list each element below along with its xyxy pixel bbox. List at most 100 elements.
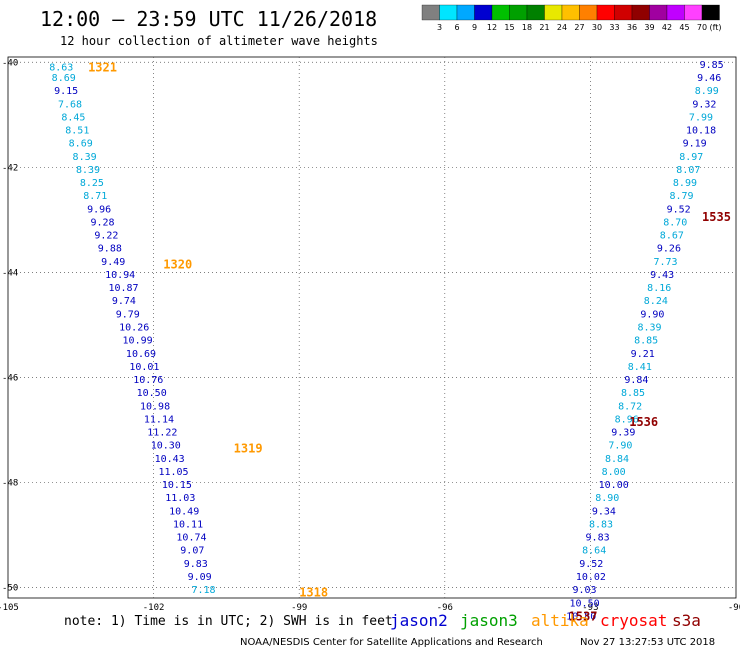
colorbar-label: 45 bbox=[679, 23, 689, 32]
wave-height-label: 8.70 bbox=[663, 217, 687, 228]
wave-height-label: 8.24 bbox=[644, 296, 668, 307]
colorbar-label: 9 bbox=[472, 23, 477, 32]
satellite-legend-cryosat: cryosat bbox=[600, 611, 667, 630]
satellite-legend-jason3: jason3 bbox=[460, 611, 518, 630]
wave-height-label: 8.00 bbox=[602, 467, 626, 478]
satellite-legend: jason2 jason3 altika cryosat s3a bbox=[390, 611, 701, 630]
wave-height-label: 10.18 bbox=[686, 126, 716, 137]
wave-height-label: 10.87 bbox=[108, 283, 138, 294]
wave-height-label: 9.83 bbox=[184, 559, 208, 570]
wave-height-label: 10.01 bbox=[129, 362, 159, 373]
wave-height-label: 11.22 bbox=[147, 428, 177, 439]
wave-height-label: 9.90 bbox=[640, 309, 664, 320]
wave-height-label: 8.85 bbox=[634, 336, 658, 347]
x-tick-label: -99 bbox=[291, 603, 307, 613]
wave-height-label: 8.83 bbox=[589, 519, 613, 530]
wave-height-label: 8.99 bbox=[695, 86, 719, 97]
pass-time-label: 1320 bbox=[163, 257, 192, 271]
wave-height-label: 11.03 bbox=[165, 493, 195, 504]
wave-height-label: 8.64 bbox=[582, 546, 606, 557]
wave-height-label: 8.69 bbox=[69, 139, 93, 150]
colorbar-label: 6 bbox=[454, 23, 459, 32]
wave-height-label: 11.14 bbox=[144, 414, 174, 425]
chart-subtitle: 12 hour collection of altimeter wave hei… bbox=[60, 34, 378, 48]
wave-height-label: 10.69 bbox=[126, 349, 156, 360]
x-tick-labels: -105 -102 -99 -96 -93 -90 bbox=[0, 603, 740, 613]
satellite-legend-altika: altika bbox=[531, 611, 589, 630]
pass-time-label: 1536 bbox=[629, 415, 658, 429]
wave-height-label: 9.83 bbox=[586, 533, 610, 544]
track-altika: 8.638.699.157.688.458.518.698.398.398.25… bbox=[49, 61, 328, 600]
colorbar-label: 21 bbox=[539, 23, 549, 32]
wave-height-label: 8.51 bbox=[65, 126, 89, 137]
wave-height-label: 9.43 bbox=[650, 270, 674, 281]
wave-height-label: 8.97 bbox=[679, 152, 703, 163]
wave-height-label: 9.26 bbox=[657, 244, 681, 255]
pass-time-label: 1535 bbox=[702, 210, 731, 224]
colorbar-swatch bbox=[491, 4, 510, 21]
pass-time-label: 1321 bbox=[88, 61, 117, 75]
wave-height-label: 10.80 bbox=[566, 611, 596, 622]
wave-height-label: 7.18 bbox=[191, 585, 215, 596]
wave-height-label: 10.74 bbox=[176, 533, 206, 544]
colorbar-swatch bbox=[614, 4, 633, 21]
wave-height-label: 8.39 bbox=[637, 323, 661, 334]
colorbar-swatch bbox=[596, 4, 615, 21]
wave-height-label: 8.84 bbox=[605, 454, 629, 465]
colorbar-label: 15 bbox=[504, 23, 514, 32]
colorbar-swatch bbox=[439, 4, 458, 21]
colorbar-swatch bbox=[509, 4, 528, 21]
wave-height-label: 8.90 bbox=[595, 493, 619, 504]
colorbar-swatch bbox=[544, 4, 563, 21]
colorbar-swatch bbox=[421, 4, 440, 21]
wave-height-label: 8.25 bbox=[80, 178, 104, 189]
colorbar-label: 3 bbox=[437, 23, 442, 32]
x-tick-label: -102 bbox=[143, 603, 165, 613]
y-tick-labels: -40 -42 -44 -46 -48 -50 bbox=[2, 58, 18, 593]
pass-time-label: 1318 bbox=[299, 586, 328, 600]
wave-height-label: 9.84 bbox=[624, 375, 648, 386]
pass-time-label: 1537 bbox=[569, 609, 598, 623]
wave-height-label: 8.96 bbox=[615, 414, 639, 425]
satellite-legend-s3a: s3a bbox=[672, 611, 701, 630]
wave-height-label: 8.63 bbox=[49, 63, 73, 74]
wave-height-label: 10.15 bbox=[162, 480, 192, 491]
colorbar-label: 18 bbox=[522, 23, 532, 32]
wave-height-label: 9.39 bbox=[611, 428, 635, 439]
colorbar-swatch bbox=[631, 4, 650, 21]
pass-time-label: 1319 bbox=[234, 441, 263, 455]
colorbar-label: 24 bbox=[557, 23, 567, 32]
colorbar-swatch bbox=[684, 4, 703, 21]
wave-height-label: 9.49 bbox=[101, 257, 125, 268]
colorbar-label: 70 bbox=[697, 23, 707, 32]
footer-timestamp: Nov 27 13:27:53 UTC 2018 bbox=[580, 637, 715, 648]
wave-height-label: 9.85 bbox=[700, 60, 724, 71]
wave-height-label: 9.52 bbox=[579, 559, 603, 570]
colorbar-label: 42 bbox=[662, 23, 672, 32]
wave-height-label: 9.21 bbox=[631, 349, 655, 360]
wave-height-label: 10.50 bbox=[137, 388, 167, 399]
y-tick-label: -40 bbox=[2, 58, 18, 68]
wave-height-label: 8.39 bbox=[76, 165, 100, 176]
wave-height-label: 8.39 bbox=[73, 152, 97, 163]
wave-height-label: 10.50 bbox=[570, 598, 600, 609]
wave-height-label: 8.99 bbox=[673, 178, 697, 189]
wave-height-label: 9.52 bbox=[667, 204, 691, 215]
wave-height-label: 9.15 bbox=[54, 86, 78, 97]
satellite-tracks: 8.638.699.157.688.458.518.698.398.398.25… bbox=[49, 60, 731, 624]
wave-height-label: 8.67 bbox=[660, 231, 684, 242]
satellite-legend-jason2: jason2 bbox=[390, 611, 448, 630]
wave-height-label: 7.68 bbox=[58, 99, 82, 110]
x-tick-label: -105 bbox=[0, 603, 19, 613]
wave-height-label: 10.02 bbox=[576, 572, 606, 583]
colorbar-label: 30 bbox=[592, 23, 602, 32]
wave-height-label: 9.46 bbox=[697, 73, 721, 84]
colorbar-label: 27 bbox=[574, 23, 584, 32]
wave-height-label: 10.49 bbox=[169, 506, 199, 517]
plot-frame bbox=[7, 56, 737, 599]
wave-height-label: 9.07 bbox=[180, 546, 204, 557]
wave-height-label: 9.96 bbox=[87, 204, 111, 215]
wave-height-label: 8.71 bbox=[83, 191, 107, 202]
wave-height-label: 9.32 bbox=[692, 99, 716, 110]
